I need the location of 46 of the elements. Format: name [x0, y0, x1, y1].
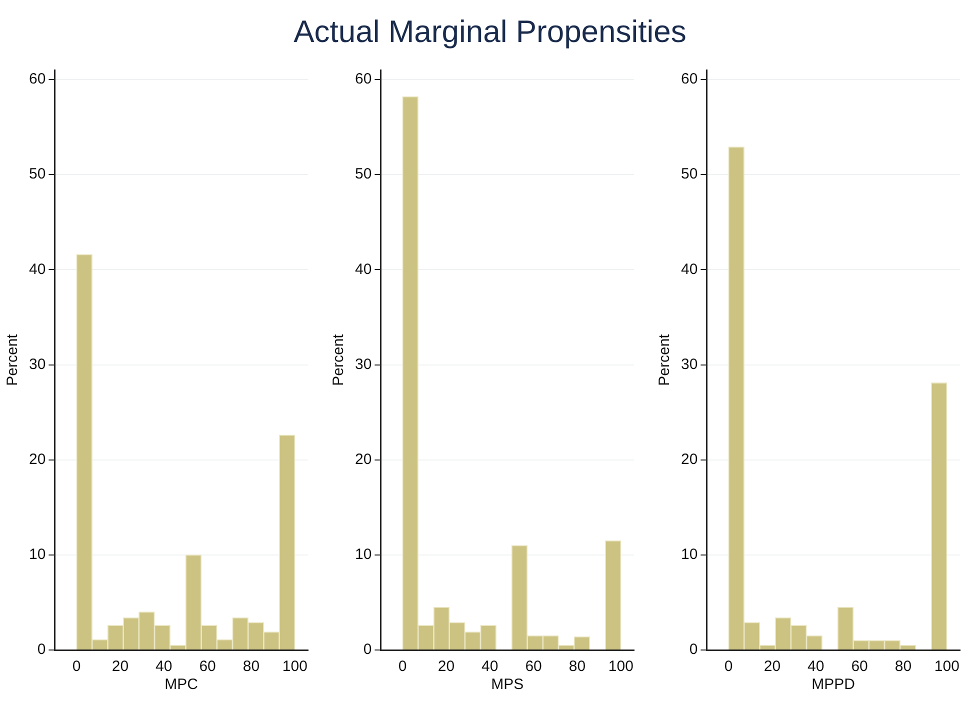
y-tick-label: 30 [680, 356, 698, 373]
y-tick-label: 60 [354, 70, 372, 88]
y-tick-label: 20 [680, 450, 698, 468]
y-axis-title: Percent [4, 333, 22, 386]
x-tick-label: 40 [482, 658, 498, 676]
y-tick-label: 0 [689, 641, 698, 658]
y-axis-title: Percent [330, 333, 348, 386]
y-axis-title: Percent [656, 333, 674, 386]
x-tick-label: 0 [724, 658, 733, 676]
y-tick-label: 30 [354, 356, 372, 373]
x-tick-label: 80 [568, 658, 586, 676]
y-tick-label: 0 [37, 641, 46, 658]
y-tick-label: 50 [680, 166, 698, 183]
x-axis-title: MPC [164, 676, 198, 694]
x-tick-label: 0 [72, 658, 81, 676]
y-tick-label: 40 [680, 260, 698, 278]
x-tick-label: 20 [764, 658, 781, 676]
x-tick-label: 100 [608, 658, 634, 676]
y-tick-label: 40 [354, 260, 372, 278]
x-tick-label: 100 [282, 658, 308, 676]
y-tick-label: 50 [354, 166, 372, 183]
y-tick-label: 20 [354, 450, 372, 468]
x-tick-label: 40 [808, 658, 824, 676]
x-tick-label: 100 [934, 658, 960, 676]
y-tick-label: 30 [28, 356, 46, 373]
y-tick-label: 40 [28, 260, 46, 278]
x-tick-label: 0 [398, 658, 407, 676]
x-tick-label: 80 [894, 658, 912, 676]
x-tick-label: 20 [438, 658, 455, 676]
y-tick-label: 60 [28, 70, 46, 88]
x-tick-label: 60 [525, 658, 542, 676]
x-axis-title: MPS [491, 676, 524, 694]
y-tick-label: 20 [28, 450, 46, 468]
y-tick-label: 0 [363, 641, 372, 658]
chart-title: Actual Marginal Propensities [292, 14, 688, 51]
x-tick-label: 60 [851, 658, 868, 676]
x-tick-label: 60 [199, 658, 216, 676]
y-tick-label: 60 [680, 70, 698, 88]
y-tick-label: 10 [680, 546, 698, 564]
y-tick-label: 50 [28, 166, 46, 183]
x-axis-title: MPPD [812, 676, 856, 694]
x-tick-label: 80 [242, 658, 260, 676]
x-tick-label: 40 [156, 658, 172, 676]
y-tick-label: 10 [354, 546, 372, 564]
y-tick-label: 10 [28, 546, 46, 564]
x-tick-label: 20 [112, 658, 129, 676]
